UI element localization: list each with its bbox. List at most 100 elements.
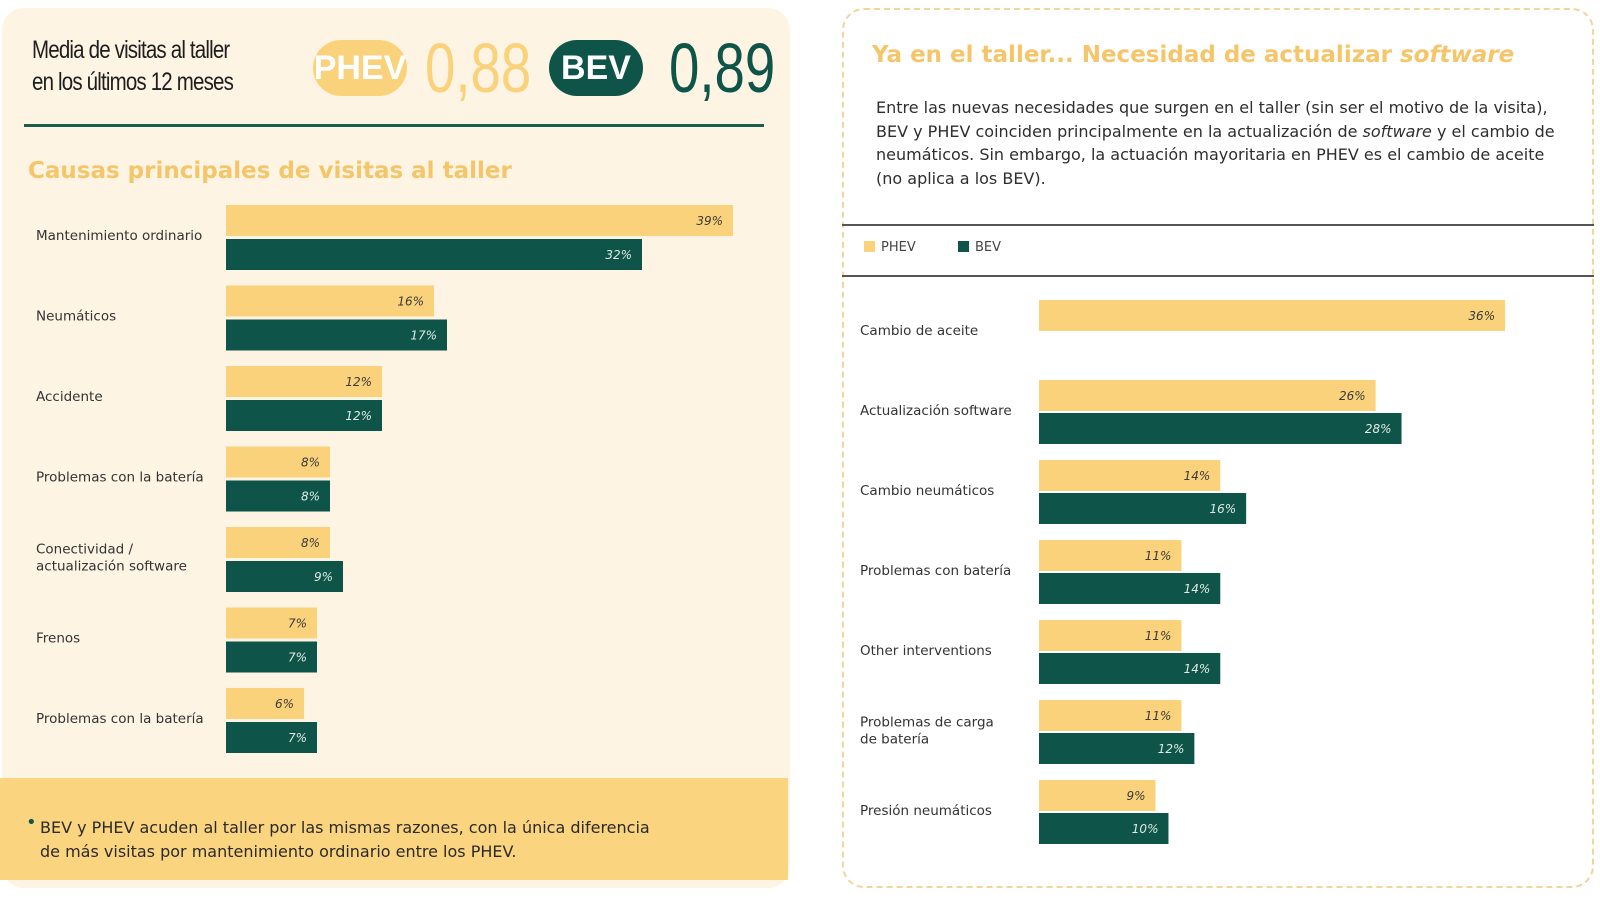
right-title-text: Ya en el taller... Necesidad de actualiz… [872, 42, 1400, 68]
value-label-phev: 8% [301, 456, 320, 470]
category-label: Frenos [36, 631, 80, 647]
category-label: Accidente [36, 389, 103, 405]
category-label: Actualización software [860, 403, 1012, 419]
value-label-bev: 9% [314, 570, 333, 584]
bar-bev [226, 722, 317, 753]
category-label: Problemas con batería [860, 563, 1011, 579]
value-label-phev: 36% [1468, 309, 1495, 323]
legend-label-bev: BEV [975, 240, 1002, 255]
value-label-bev: 16% [1209, 502, 1236, 516]
bar-phev [1039, 460, 1221, 491]
value-label-phev: 11% [1145, 629, 1172, 643]
bar-phev [1039, 700, 1182, 731]
footer-note-box [0, 778, 788, 880]
footer-note: BEV y PHEV acuden al taller por las mism… [28, 816, 708, 864]
value-label-phev: 9% [1126, 789, 1145, 803]
legend-label-phev: PHEV [881, 240, 916, 255]
bar-bev [226, 400, 382, 431]
right-panel-description: Entre las nuevas necesidades que surgen … [876, 96, 1566, 190]
value-label-bev: 32% [605, 248, 632, 262]
left-chart-title: Causas principales de visitas al taller [28, 158, 512, 184]
category-label: Problemas con la batería [36, 470, 204, 486]
bar-phev [226, 446, 330, 478]
category-label: Mantenimiento ordinario [36, 228, 202, 244]
value-label-bev: 8% [301, 490, 320, 504]
value-label-phev: 39% [696, 214, 723, 228]
bar-bev [1039, 653, 1221, 684]
new-needs-chart: Cambio de aceite 36% Actualización softwar… [860, 300, 1506, 844]
value-label-bev: 28% [1365, 422, 1392, 436]
category-label: Problemas de carga de batería [860, 715, 994, 748]
legend-swatch-bev [958, 241, 969, 252]
right-panel-title: Ya en el taller... Necesidad de actualiz… [872, 42, 1514, 68]
desc-part1: Entre las nuevas necesidades que surgen … [876, 98, 1548, 141]
bar-phev [226, 285, 434, 317]
bar-phev [226, 527, 330, 558]
bar-phev [1039, 620, 1182, 651]
bar-phev [226, 607, 317, 639]
value-label-phev: 8% [301, 536, 320, 550]
value-label-bev: 17% [410, 329, 437, 343]
bar-phev [226, 205, 733, 236]
bar-phev [1039, 300, 1506, 331]
value-label-phev: 26% [1339, 389, 1366, 403]
value-label-bev: 12% [1158, 742, 1185, 756]
bar-phev [1039, 780, 1156, 811]
value-label-phev: 12% [345, 375, 372, 389]
category-label: Conectividad / actualización software [36, 542, 187, 575]
bev-badge: BEV [549, 40, 643, 96]
average-visits-header: Media de visitas al taller en los último… [28, 28, 775, 124]
header-divider [24, 124, 764, 127]
legend-swatch-phev [864, 241, 875, 252]
average-visits-label-line1: Media de visitas al taller [32, 36, 230, 64]
bar-bev [226, 480, 330, 512]
bar-bev [1039, 413, 1402, 444]
legend-item-bev: BEV [958, 240, 1001, 255]
category-label: Cambio de aceite [860, 323, 978, 339]
visit-causes-chart: Mantenimiento ordinario 39% 32% Neumáticos 1… [36, 205, 733, 753]
bar-bev [226, 641, 317, 673]
value-label-bev: 14% [1184, 582, 1211, 596]
category-label: Neumáticos [36, 309, 116, 325]
footer-note-line1: BEV y PHEV acuden al taller por las mism… [40, 818, 650, 837]
right-panel [842, 8, 1594, 888]
phev-badge: PHEV [313, 40, 407, 96]
bar-bev [226, 239, 642, 270]
footer-bullet: • [26, 812, 37, 833]
bar-phev [1039, 540, 1182, 571]
bar-bev [1039, 573, 1221, 604]
bar-bev [1039, 733, 1195, 764]
legend-item-phev: PHEV [864, 240, 916, 255]
value-label-bev: 7% [288, 731, 307, 745]
desc-part2: y el cambio de neumáticos. Sin embargo, … [876, 121, 1555, 188]
bar-bev [226, 319, 447, 351]
category-label: Cambio neumáticos [860, 483, 994, 499]
footer-note-line2: de más visitas por mantenimiento ordinar… [40, 842, 517, 861]
desc-emphasis: software [1362, 121, 1432, 141]
bar-bev [1039, 493, 1247, 524]
right-title-emphasis: software [1399, 42, 1515, 68]
value-label-bev: 7% [288, 651, 307, 665]
bar-phev [226, 366, 382, 397]
category-label: Other interventions [860, 643, 992, 659]
value-label-bev: 14% [1184, 662, 1211, 676]
bar-bev [1039, 813, 1169, 844]
legend-bottom-divider [842, 275, 1594, 277]
bar-phev [1039, 380, 1376, 411]
value-label-phev: 7% [288, 617, 307, 631]
bar-bev [226, 561, 343, 592]
category-label: Presión neumáticos [860, 803, 992, 819]
average-visits-label-line2: en los últimos 12 meses [32, 68, 234, 96]
phev-average-value: 0,88 [425, 29, 532, 107]
value-label-phev: 11% [1145, 549, 1172, 563]
category-label: Problemas con la batería [36, 711, 204, 727]
value-label-bev: 12% [345, 409, 372, 423]
left-panel [2, 8, 790, 888]
value-label-phev: 11% [1145, 709, 1172, 723]
value-label-phev: 6% [275, 697, 294, 711]
value-label-phev: 16% [397, 295, 424, 309]
value-label-bev: 10% [1132, 822, 1159, 836]
bar-phev [226, 688, 304, 719]
legend-top-divider [842, 224, 1594, 226]
bev-average-value: 0,89 [669, 29, 776, 107]
